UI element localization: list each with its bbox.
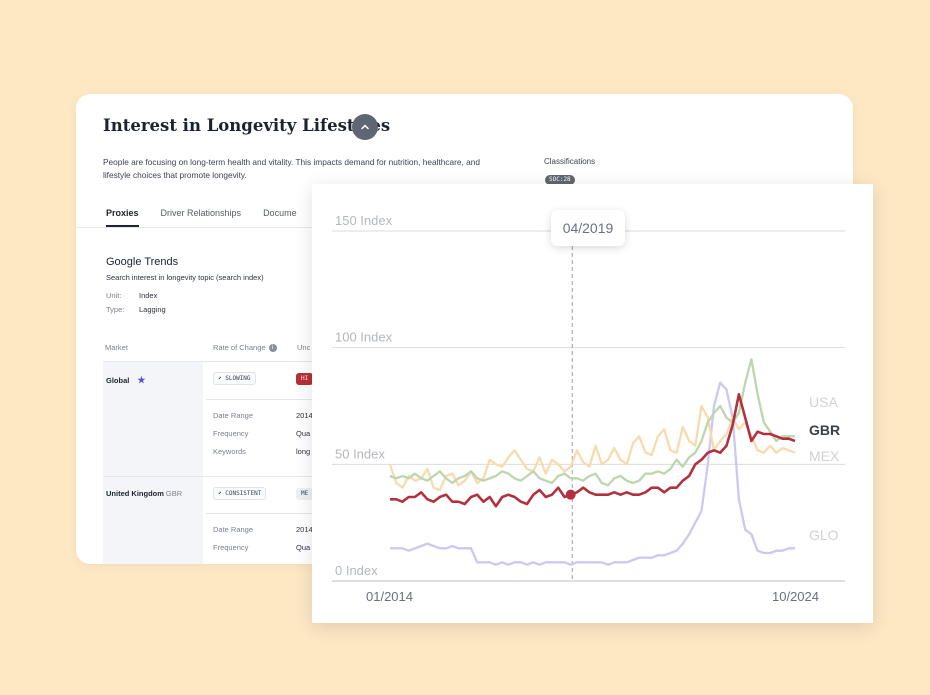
y-tick-label: 150 Index [335,213,393,228]
tab-documents[interactable]: Docume [263,208,297,218]
column-header-market[interactable]: Market [105,343,128,352]
column-header-uncertainty[interactable]: Unc [297,343,311,352]
detail-label: Frequency [213,429,249,438]
unit-value: Index [139,291,158,300]
panel-description: People are focusing on long-term health … [103,157,480,180]
star-icon[interactable]: ★ [137,375,146,385]
series-line-mex [388,404,796,492]
detail-value: Qua [296,543,311,552]
rate-of-change-tag: ⬈ CONSISTENT [213,487,267,500]
column-header-rate-of-change[interactable]: Rate of Change i [213,343,277,353]
tab-bar: Proxies Driver Relationships Docume [106,208,297,227]
type-label: Type: [106,305,125,314]
panel-title: Interest in Longevity Lifestyles [103,116,391,135]
rate-label: CONSISTENT [225,490,262,497]
y-tick-label: 50 Index [335,446,385,461]
chevron-up-icon [361,124,369,130]
trend-icon: ⬈ [218,490,226,497]
table-row-market[interactable]: United Kingdom GBR [106,489,182,498]
detail-value: 2014 [296,411,313,420]
x-tick-label: 10/2024 [772,589,819,604]
level-badge: ME [296,488,314,500]
series-label-glo: GLO [809,527,839,543]
info-icon[interactable]: i [268,344,277,353]
tab-proxies[interactable]: Proxies [106,208,139,227]
rate-of-change-tag: ⬈ SLOWING [213,372,256,385]
hover-point [565,489,576,500]
proxy-subtitle: Search interest in longevity topic (sear… [106,273,264,282]
series-line-glo [390,381,795,566]
x-tick-label: 01/2014 [366,589,413,604]
detail-value: long [296,447,311,456]
series-label-gbr: GBR [809,422,840,438]
market-name: Global [106,376,130,385]
level-badge: HI [296,373,314,385]
detail-label: Keywords [213,447,246,456]
type-row: Type: Lagging [106,305,166,314]
detail-label: Frequency [213,543,249,552]
row-band [103,362,203,476]
proxy-title: Google Trends [106,256,179,268]
y-tick-label: 0 Index [335,563,378,578]
detail-label: Date Range [213,525,254,534]
unit-row: Unit: Index [106,291,157,300]
detail-value: Qua [296,429,311,438]
detail-label: Date Range [213,411,254,420]
chart-card: 0 Index 50 Index 100 Index 150 Index 01/2014… [312,184,873,623]
series-line-gbr [390,393,796,508]
tab-driver-relationships[interactable]: Driver Relationships [160,208,242,218]
series-label-mex: MEX [809,448,840,464]
row-band [103,477,203,564]
market-code: GBR [165,489,183,498]
hover-tooltip: 04/2019 [551,210,625,246]
classification-badge[interactable]: SOC:28 [545,175,575,185]
market-name: United Kingdom [106,489,164,498]
detail-value: 2014 [296,525,313,534]
type-value: Lagging [139,305,166,314]
trend-chart[interactable]: 0 Index 50 Index 100 Index 150 Index 01/2014… [312,184,873,623]
column-header-label: Rate of Change [213,343,266,352]
series-line-usa [389,358,795,487]
collapse-button[interactable] [352,114,378,140]
table-row-market[interactable]: Global ★ [106,375,145,386]
trend-icon: ⬈ [218,375,226,382]
series-label-usa: USA [809,394,838,410]
classifications-label: Classifications [544,157,596,166]
rate-label: SLOWING [225,375,251,382]
y-tick-label: 100 Index [335,330,393,345]
unit-label: Unit: [106,291,122,300]
